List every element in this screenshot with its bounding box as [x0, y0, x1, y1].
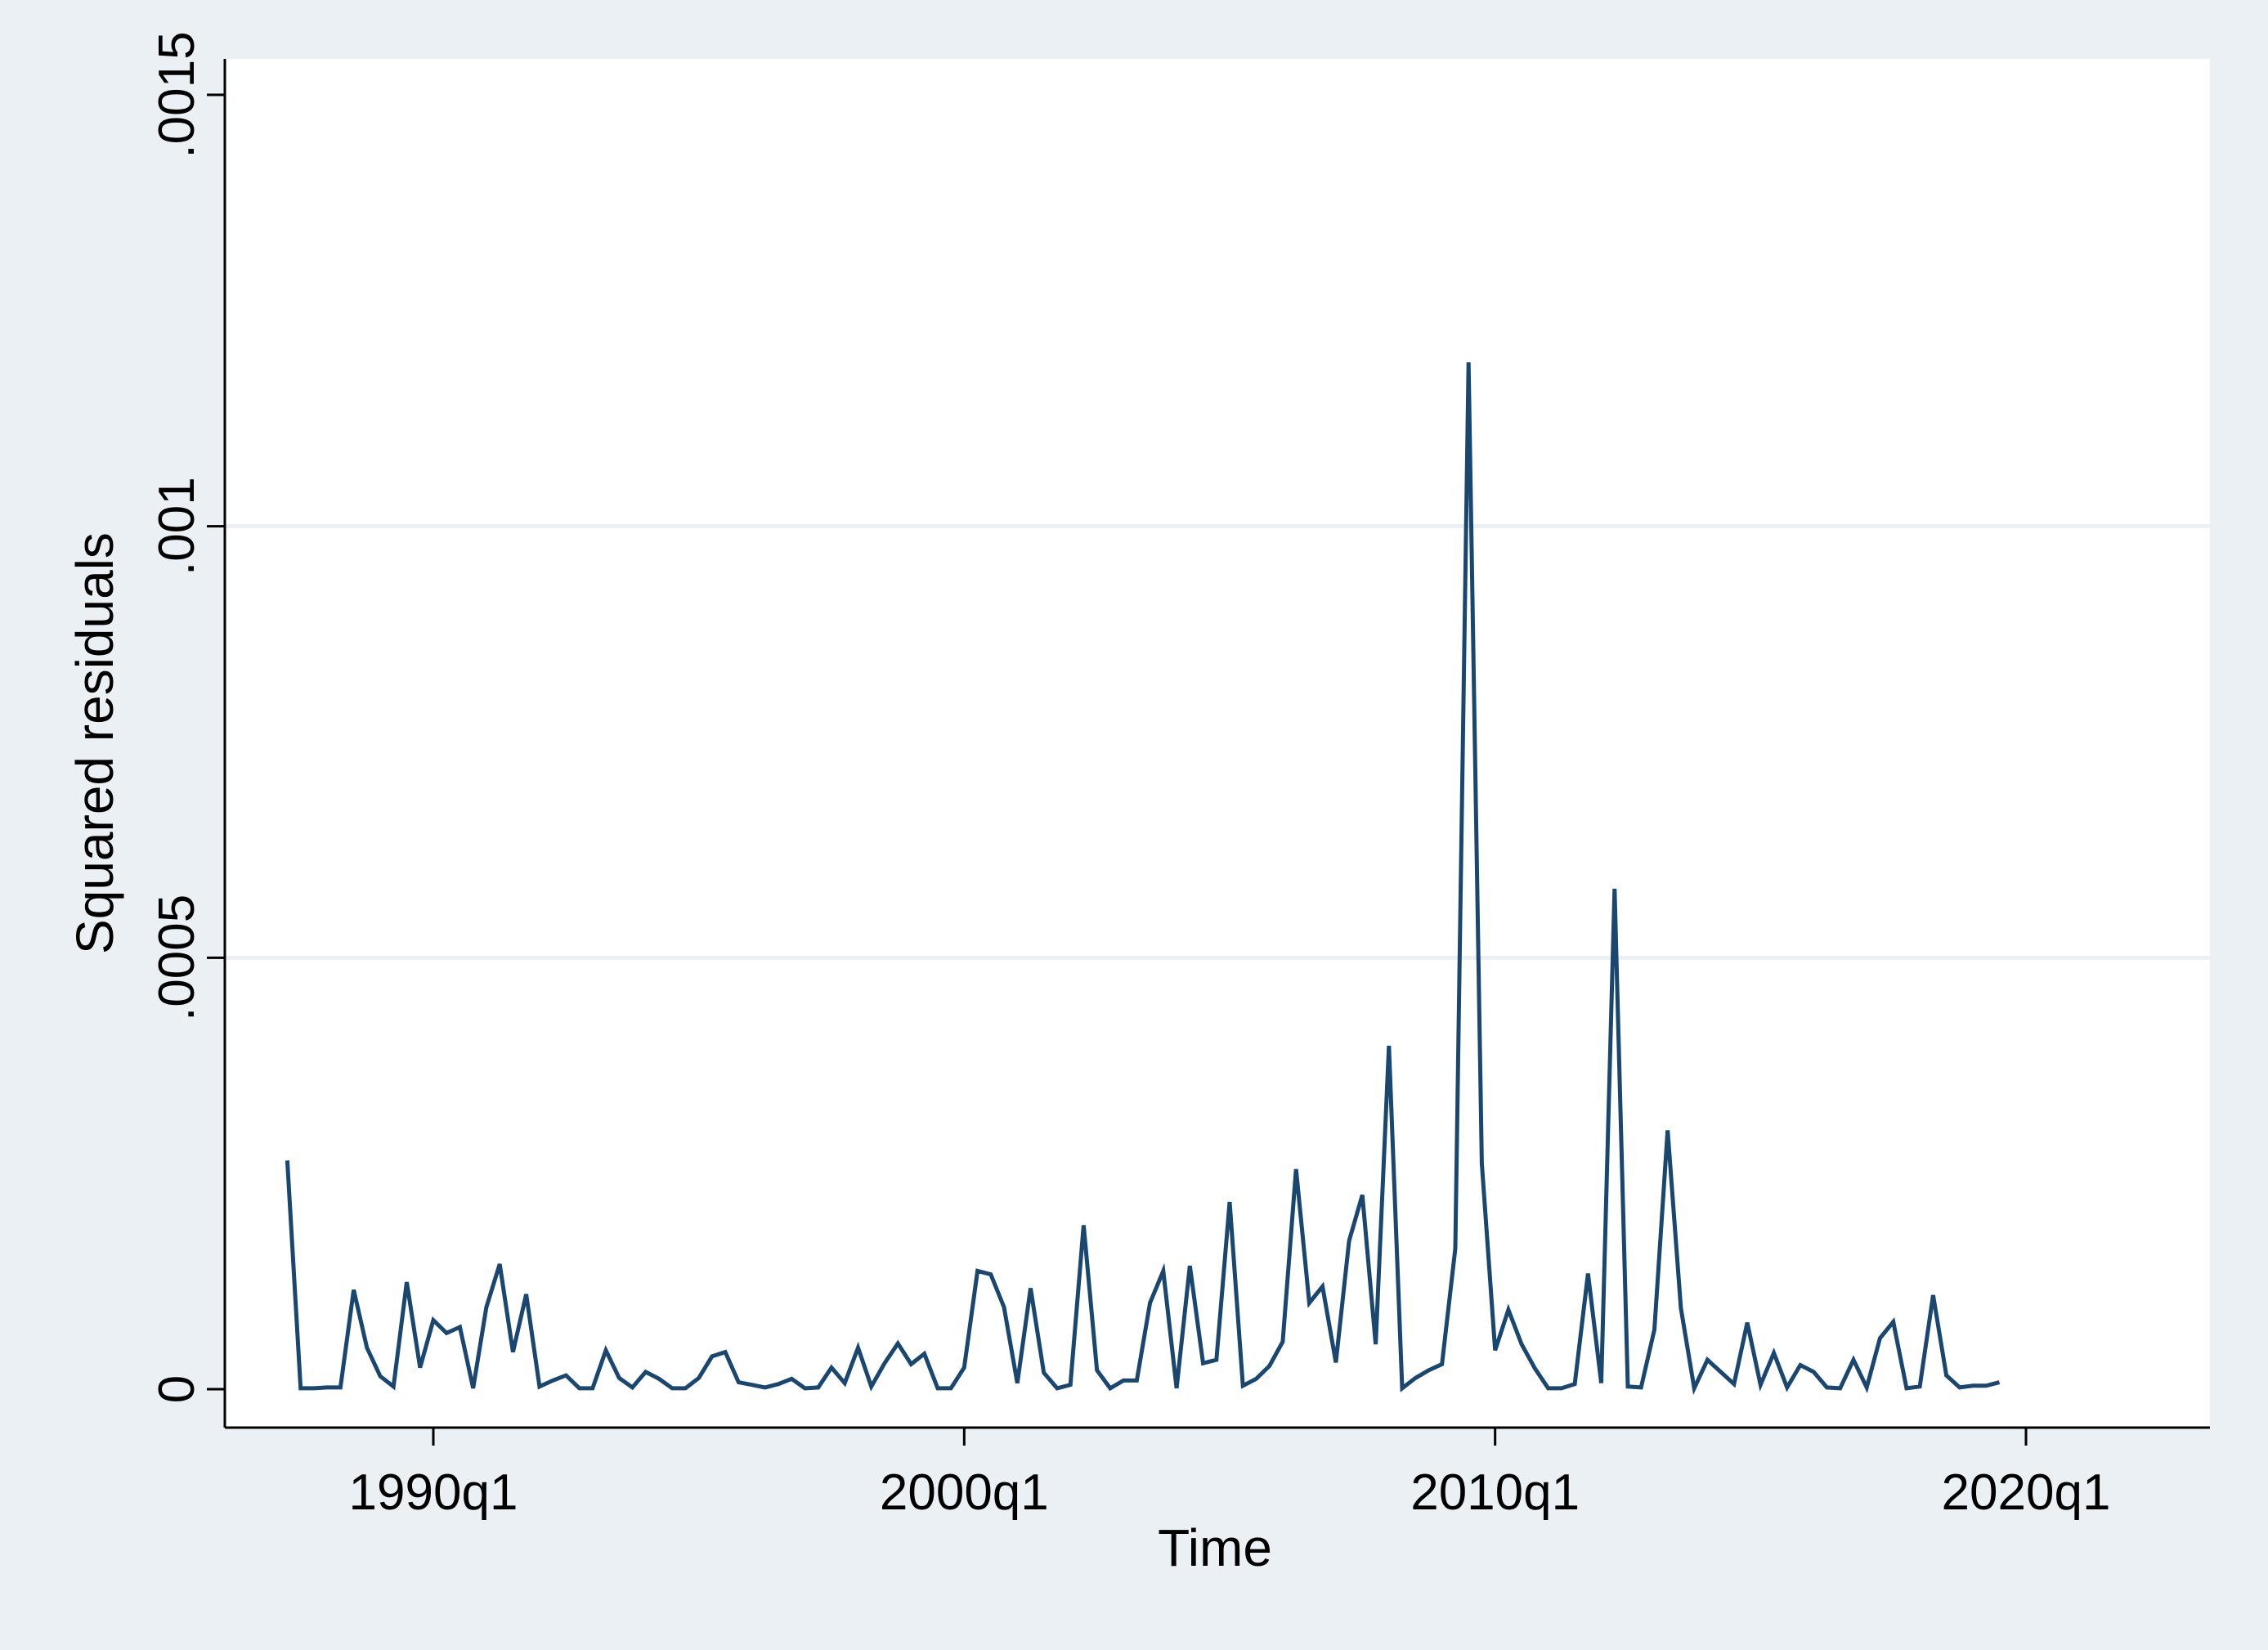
x-tick-label: 2000q1 [880, 1464, 1049, 1521]
x-tick-label: 2010q1 [1410, 1464, 1580, 1521]
x-tick-label: 2020q1 [1942, 1464, 2111, 1521]
y-tick-label: 0 [149, 1375, 205, 1403]
gridlines [225, 524, 2210, 960]
plot-area [225, 59, 2210, 1428]
x-tick-label: 1990q1 [349, 1464, 518, 1521]
y-tick-label: .0005 [149, 894, 205, 1021]
axes [223, 59, 2210, 1429]
y-axis-title: Squared residuals [65, 532, 124, 954]
ticks: 0 .0005 .001 .0015 1990q1 2000q1 2010q1 2020q1 [149, 31, 2110, 1521]
series [285, 362, 2001, 1396]
y-tick-label: .0015 [149, 31, 205, 158]
y-tick-label: .001 [149, 477, 205, 576]
series-line [285, 362, 2001, 1396]
x-axis-title: Time [1158, 1518, 1272, 1577]
